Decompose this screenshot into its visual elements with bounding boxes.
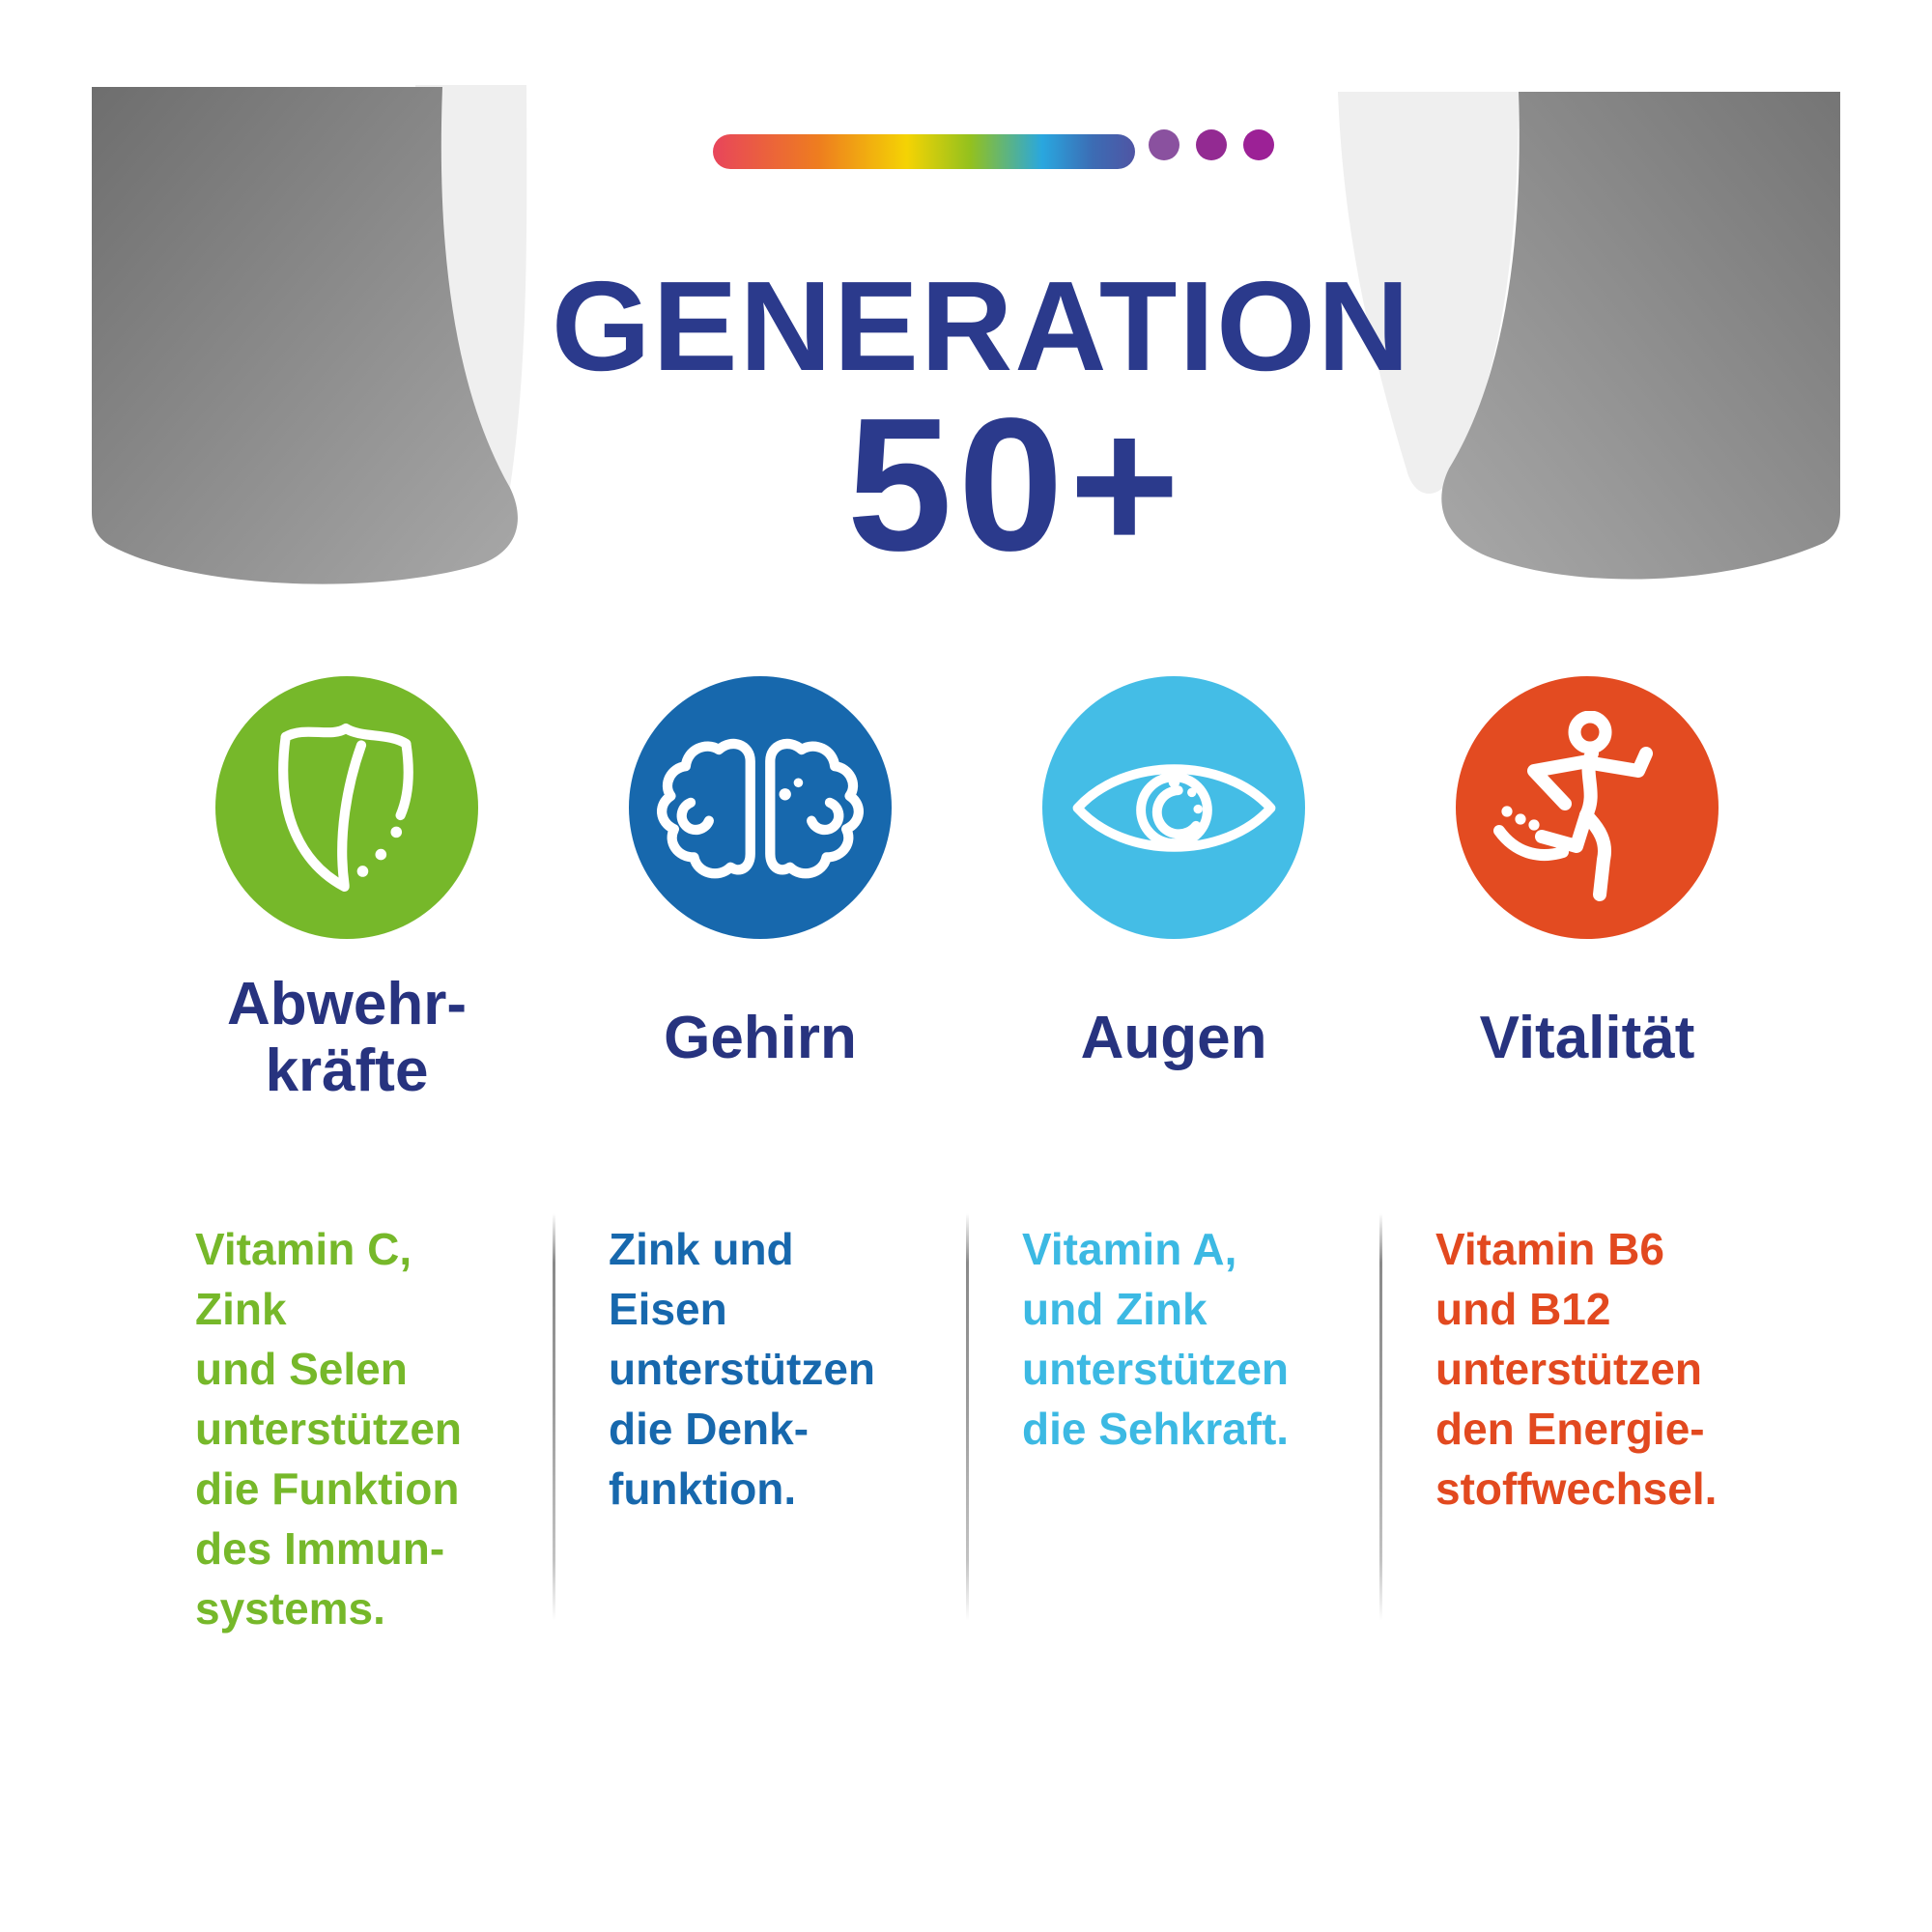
column-vitalitaet: Vitalität: [1380, 676, 1794, 1105]
eye-icon: [1072, 763, 1275, 852]
benefit-text-row: Vitamin C, Zink und Selen unterstützen die F…: [140, 1219, 1794, 1638]
label-abwehrkraefte: Abwehr-kräfte: [227, 971, 467, 1104]
eye-circle: [1042, 676, 1305, 939]
rainbow-dot: [1149, 129, 1179, 160]
brain-icon: [657, 738, 864, 879]
runner-icon: [1493, 711, 1653, 901]
rainbow-dot: [1196, 129, 1227, 160]
benefit-text-brain: Zink und Eisen unterstützen die Denk-funkti…: [609, 1224, 875, 1514]
label-gehirn: Gehirn: [664, 1004, 857, 1071]
page-title-50plus: 50+: [846, 379, 1186, 590]
benefit-text-vitality: Vitamin B6 und B12 unterstützen den Energie…: [1435, 1224, 1718, 1514]
column-divider: [1379, 1213, 1382, 1621]
vitality-circle: [1456, 676, 1719, 939]
immune-circle: [215, 676, 478, 939]
left-darkgray-shape: [92, 87, 518, 584]
rainbow-dot: [1243, 129, 1274, 160]
header-corner-decorations: [92, 85, 1840, 584]
benefit-text-immune: Vitamin C, Zink und Selen unterstützen die F…: [195, 1224, 462, 1634]
shield-icon: [277, 724, 413, 893]
brain-circle: [629, 676, 892, 939]
column-augen: Augen: [967, 676, 1380, 1105]
right-darkgray-shape: [1441, 92, 1840, 580]
column-divider: [553, 1213, 555, 1621]
column-divider: [966, 1213, 969, 1621]
right-lightgray-arc: [1338, 92, 1519, 495]
benefit-text-eyes: Vitamin A, und Zink unterstützen die Sehkra…: [1022, 1224, 1290, 1454]
label-vitalitaet: Vitalität: [1479, 1004, 1695, 1071]
column-gehirn: Gehirn: [554, 676, 967, 1105]
rainbow-gradient-bar: [713, 134, 1135, 169]
label-augen: Augen: [1080, 1004, 1267, 1071]
column-abwehrkraefte: Abwehr-kräfte: [140, 676, 554, 1105]
left-lightgray-arc: [415, 85, 527, 497]
page-title: GENERATION: [551, 255, 1412, 397]
icon-circle-row: Abwehr-kräfte Gehirn: [140, 676, 1794, 1105]
